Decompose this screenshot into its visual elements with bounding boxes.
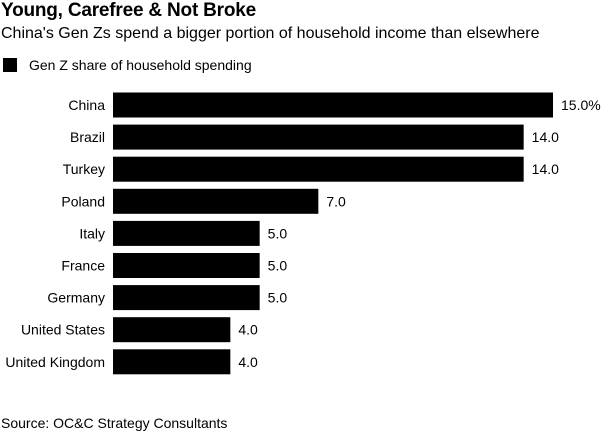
value-label: 15.0% bbox=[561, 97, 601, 113]
category-label: United States bbox=[21, 322, 105, 338]
chart-title: Young, Carefree & Not Broke bbox=[1, 0, 257, 21]
bar bbox=[113, 156, 524, 182]
value-label: 5.0 bbox=[268, 225, 288, 241]
category-label: Turkey bbox=[63, 161, 105, 177]
source-note: Source: OC&C Strategy Consultants bbox=[1, 415, 228, 431]
category-label: Poland bbox=[61, 193, 105, 209]
value-label: 7.0 bbox=[326, 193, 346, 209]
legend-swatch bbox=[3, 58, 17, 72]
value-label: 14.0 bbox=[532, 129, 559, 145]
bar bbox=[113, 220, 260, 246]
value-label: 5.0 bbox=[268, 290, 288, 306]
chart-subtitle: China's Gen Zs spend a bigger portion of… bbox=[1, 25, 540, 42]
legend-label: Gen Z share of household spending bbox=[29, 57, 252, 73]
bar bbox=[113, 92, 553, 118]
category-label: Brazil bbox=[70, 129, 105, 145]
bar bbox=[113, 285, 260, 311]
category-label: China bbox=[68, 97, 105, 113]
value-label: 14.0 bbox=[532, 161, 559, 177]
bar bbox=[113, 188, 319, 214]
value-label: 4.0 bbox=[238, 322, 258, 338]
bar bbox=[113, 317, 231, 343]
bar bbox=[113, 349, 231, 375]
category-label: Italy bbox=[79, 225, 105, 241]
bar bbox=[113, 124, 524, 150]
legend: Gen Z share of household spending bbox=[3, 56, 252, 74]
value-label: 5.0 bbox=[268, 258, 288, 274]
category-label: France bbox=[61, 258, 105, 274]
category-label: Germany bbox=[47, 290, 105, 306]
category-label: United Kingdom bbox=[5, 354, 105, 370]
bar bbox=[113, 253, 260, 278]
value-label: 4.0 bbox=[238, 354, 258, 370]
